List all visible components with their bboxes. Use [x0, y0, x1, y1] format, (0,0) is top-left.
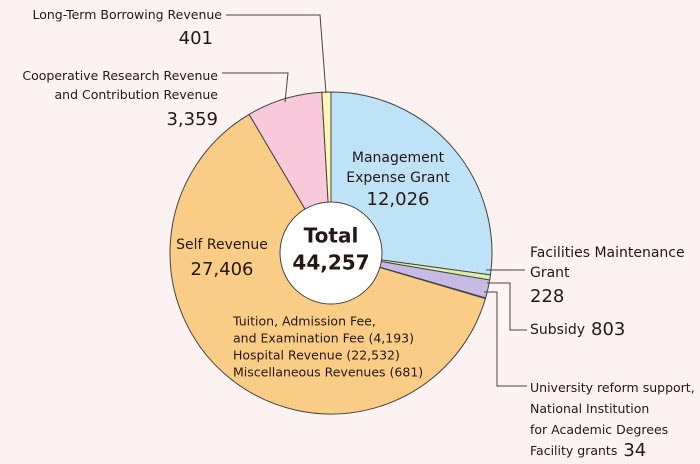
breakdown-note: Hospital Revenue (22,532): [233, 348, 400, 363]
segment-value: 401: [179, 28, 213, 49]
segment-value: 34: [623, 440, 646, 461]
total-value: 44,257: [292, 251, 369, 275]
segment-value: 12,026: [367, 189, 430, 210]
segment-label: University reform support, National Insti…: [530, 380, 695, 458]
segment-value: 228: [530, 286, 564, 307]
leader-line: [226, 14, 327, 94]
segment-value: 3,359: [166, 109, 218, 130]
breakdown-note: Tuition, Admission Fee,: [232, 314, 376, 329]
segment-label: Cooperative Research Revenue and Contribu…: [22, 68, 218, 102]
leader-line: [484, 291, 527, 387]
breakdown-note: Miscellaneous Revenues (681): [233, 365, 423, 380]
total-label: Total: [304, 224, 359, 248]
segment-label: Facilities Maintenance Grant: [530, 245, 685, 281]
segment-label: Subsidy: [530, 322, 585, 338]
breakdown-note: and Examination Fee (4,193): [233, 331, 414, 346]
donut-hole: [279, 201, 383, 305]
leader-line: [222, 72, 289, 103]
segment-value: 803: [591, 319, 625, 340]
segment-label: Management Expense Grant: [346, 150, 450, 186]
leader-line: [487, 282, 527, 331]
segment-label: Long-Term Borrowing Revenue: [32, 7, 222, 22]
segment-label: Self Revenue: [176, 237, 268, 253]
segment-value: 27,406: [191, 259, 254, 280]
